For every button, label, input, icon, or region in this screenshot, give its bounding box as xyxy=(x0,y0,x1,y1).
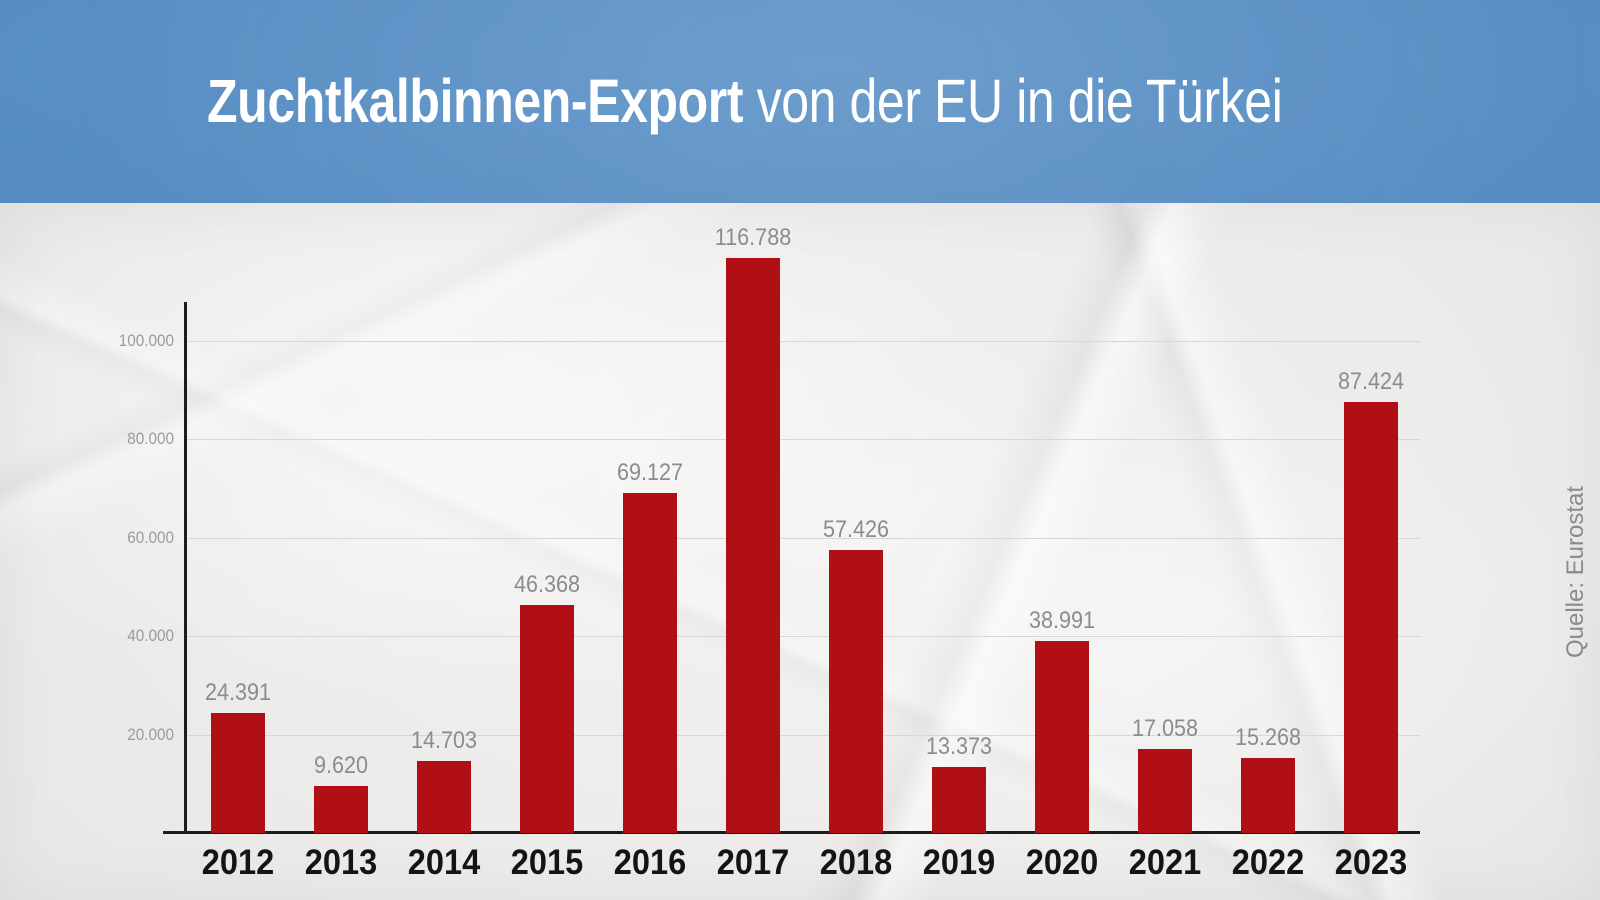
gridline-60.000 xyxy=(187,538,1420,539)
y-tick-label: 20.000 xyxy=(127,725,174,744)
y-tick-label: 40.000 xyxy=(127,626,174,645)
bar-value-label-2022: 15.268 xyxy=(1234,724,1302,751)
chart-title: Zuchtkalbinnen-Export von der EU in die … xyxy=(207,71,1283,132)
bar-value-label-2020: 38.991 xyxy=(1028,607,1096,634)
x-axis-label-2020: 2020 xyxy=(1025,843,1099,882)
bar-value-label-2021: 17.058 xyxy=(1131,715,1199,742)
x-axis-label-2022: 2022 xyxy=(1231,843,1305,882)
bar-2017 xyxy=(726,258,780,833)
bar-value-label-2019: 13.373 xyxy=(925,733,993,760)
gridline-40.000 xyxy=(187,636,1420,637)
x-axis-label-2012: 2012 xyxy=(201,843,275,882)
x-axis-label-2016: 2016 xyxy=(613,843,687,882)
chart-title-bold: Zuchtkalbinnen-Export xyxy=(207,67,744,135)
source-credit: Quelle: Eurostat xyxy=(1562,485,1589,659)
y-axis-line xyxy=(184,302,187,833)
bar-value-label-2015: 46.368 xyxy=(513,571,581,598)
bar-2015 xyxy=(520,605,574,833)
gridline-80.000 xyxy=(187,439,1420,440)
x-axis-line xyxy=(163,831,1420,834)
x-axis-label-2015: 2015 xyxy=(510,843,584,882)
bar-2019 xyxy=(932,767,986,833)
title-container: Zuchtkalbinnen-Export von der EU in die … xyxy=(0,0,1490,203)
bar-2021 xyxy=(1138,749,1192,833)
bar-2012 xyxy=(211,713,265,833)
bar-2022 xyxy=(1241,758,1295,833)
bar-2014 xyxy=(417,761,471,833)
x-axis-label-2019: 2019 xyxy=(922,843,996,882)
y-tick-label: 80.000 xyxy=(127,429,174,448)
bar-value-label-2012: 24.391 xyxy=(204,679,272,706)
chart-title-rest: von der EU in die Türkei xyxy=(743,67,1283,135)
bar-2020 xyxy=(1035,641,1089,833)
bar-value-label-2023: 87.424 xyxy=(1337,368,1405,395)
bar-value-label-2013: 9.620 xyxy=(313,752,369,779)
x-axis-label-2013: 2013 xyxy=(304,843,378,882)
y-tick-label: 60.000 xyxy=(127,528,174,547)
x-axis-label-2014: 2014 xyxy=(407,843,481,882)
x-axis-label-2018: 2018 xyxy=(819,843,893,882)
x-axis-label-2023: 2023 xyxy=(1334,843,1408,882)
x-axis-label-2021: 2021 xyxy=(1128,843,1202,882)
bar-value-label-2018: 57.426 xyxy=(822,516,890,543)
bar-2023 xyxy=(1344,402,1398,833)
bar-2016 xyxy=(623,493,677,833)
bar-value-label-2016: 69.127 xyxy=(616,459,684,486)
gridline-100.000 xyxy=(187,341,1420,342)
bar-2018 xyxy=(829,550,883,833)
header-band: Zuchtkalbinnen-Export von der EU in die … xyxy=(0,0,1600,204)
bar-2013 xyxy=(314,786,368,833)
gridline-20.000 xyxy=(187,735,1420,736)
x-axis-label-2017: 2017 xyxy=(716,843,790,882)
paper-background xyxy=(0,203,1600,900)
bar-value-label-2014: 14.703 xyxy=(410,727,478,754)
bar-value-label-2017: 116.788 xyxy=(714,224,792,251)
y-tick-label: 100.000 xyxy=(118,331,174,350)
